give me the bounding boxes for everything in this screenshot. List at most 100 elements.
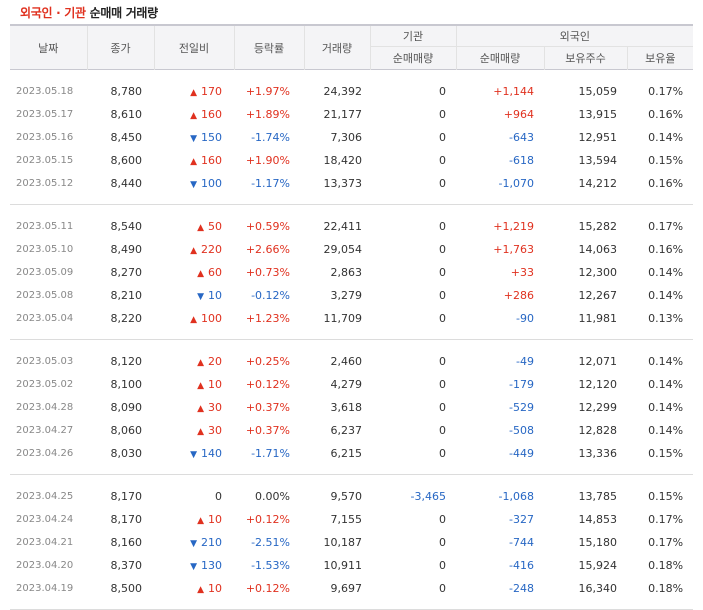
change-value: 150 bbox=[201, 131, 222, 144]
triangle-up-icon: ▲ bbox=[197, 427, 204, 437]
table-row: 2023.04.27 8,060 ▲ 30 +0.37% 6,237 0 -508 12,828… bbox=[10, 419, 693, 442]
cell-foreign-net: -744 bbox=[509, 536, 534, 549]
cell-foreign-holdings: 13,594 bbox=[578, 154, 618, 167]
cell-close: 8,440 bbox=[110, 177, 143, 190]
section-title-rest: 순매매 거래량 bbox=[85, 6, 159, 20]
cell-foreign-net: +33 bbox=[510, 266, 534, 279]
triangle-up-icon: ▲ bbox=[190, 315, 197, 325]
cell-date: 2023.05.04 bbox=[16, 313, 74, 324]
cell-rate: +1.89% bbox=[245, 108, 290, 121]
change-value: 130 bbox=[201, 559, 222, 572]
cell-foreign-net: -529 bbox=[509, 401, 534, 414]
cell-foreign-holdings: 15,180 bbox=[578, 536, 618, 549]
change-value: 100 bbox=[201, 177, 222, 190]
spacer-cell bbox=[10, 340, 693, 351]
cell-date: 2023.05.11 bbox=[16, 221, 74, 232]
cell-foreign-ratio: 0.14% bbox=[648, 378, 684, 391]
cell-foreign-holdings: 13,915 bbox=[578, 108, 618, 121]
cell-institution-net: 0 bbox=[439, 447, 446, 460]
cell-volume: 24,392 bbox=[323, 85, 363, 98]
cell-rate: +0.37% bbox=[245, 401, 290, 414]
cell-volume: 3,618 bbox=[330, 401, 363, 414]
cell-institution-net: 0 bbox=[439, 378, 446, 391]
cell-foreign-holdings: 14,063 bbox=[578, 243, 618, 256]
cell-foreign-ratio: 0.14% bbox=[648, 266, 684, 279]
cell-foreign-holdings: 12,951 bbox=[578, 131, 618, 144]
cell-foreign-ratio: 0.14% bbox=[648, 131, 684, 144]
cell-change: 0 bbox=[154, 485, 234, 508]
cell-close: 8,600 bbox=[110, 154, 143, 167]
cell-foreign-holdings: 13,336 bbox=[578, 447, 618, 460]
cell-foreign-ratio: 0.15% bbox=[648, 154, 684, 167]
change-value: 160 bbox=[201, 154, 222, 167]
cell-rate: +0.25% bbox=[245, 355, 290, 368]
spacer-cell bbox=[10, 205, 693, 216]
cell-close: 8,610 bbox=[110, 108, 143, 121]
cell-foreign-holdings: 12,120 bbox=[578, 378, 618, 391]
table-row: 2023.04.24 8,170 ▲ 10 +0.12% 7,155 0 -327 14,853… bbox=[10, 508, 693, 531]
triangle-down-icon: ▼ bbox=[190, 562, 197, 572]
cell-foreign-net: -248 bbox=[509, 582, 534, 595]
cell-foreign-ratio: 0.14% bbox=[648, 289, 684, 302]
cell-rate: +1.90% bbox=[245, 154, 290, 167]
header-volume: 거래량 bbox=[304, 25, 371, 70]
cell-foreign-net: -49 bbox=[516, 355, 534, 368]
cell-change: ▲ 10 bbox=[154, 373, 234, 396]
cell-foreign-holdings: 15,282 bbox=[578, 220, 618, 233]
cell-volume: 11,709 bbox=[323, 312, 363, 325]
cell-change: ▼ 100 bbox=[154, 172, 234, 195]
table-row: 2023.05.04 8,220 ▲ 100 +1.23% 11,709 0 -90 11,98… bbox=[10, 307, 693, 330]
cell-foreign-ratio: 0.17% bbox=[648, 220, 684, 233]
triangle-down-icon: ▼ bbox=[190, 134, 197, 144]
cell-foreign-net: -618 bbox=[509, 154, 534, 167]
group-spacer bbox=[10, 475, 693, 486]
table-row: 2023.05.16 8,450 ▼ 150 -1.74% 7,306 0 -643 12,95… bbox=[10, 126, 693, 149]
triangle-up-icon: ▲ bbox=[190, 246, 197, 256]
cell-institution-net: 0 bbox=[439, 582, 446, 595]
cell-rate: -1.17% bbox=[251, 177, 290, 190]
cell-institution-net: 0 bbox=[439, 108, 446, 121]
cell-foreign-net: +286 bbox=[503, 289, 534, 302]
cell-date: 2023.05.12 bbox=[16, 178, 74, 189]
cell-close: 8,120 bbox=[110, 355, 143, 368]
cell-foreign-net: +1,763 bbox=[493, 243, 534, 256]
cell-date: 2023.04.27 bbox=[16, 425, 74, 436]
change-value: 10 bbox=[208, 289, 222, 302]
cell-volume: 4,279 bbox=[330, 378, 363, 391]
cell-date: 2023.05.18 bbox=[16, 86, 74, 97]
cell-close: 8,100 bbox=[110, 378, 143, 391]
cell-rate: +0.37% bbox=[245, 424, 290, 437]
divider-cell bbox=[10, 330, 694, 340]
cell-foreign-ratio: 0.17% bbox=[648, 85, 684, 98]
cell-date: 2023.04.26 bbox=[16, 448, 74, 459]
cell-close: 8,030 bbox=[110, 447, 143, 460]
cell-change: ▲ 10 bbox=[154, 577, 234, 600]
change-value: 10 bbox=[208, 378, 222, 391]
cell-institution-net: 0 bbox=[439, 513, 446, 526]
cell-volume: 7,155 bbox=[330, 513, 363, 526]
cell-change: ▲ 160 bbox=[154, 103, 234, 126]
triangle-up-icon: ▲ bbox=[197, 358, 204, 368]
cell-foreign-net: +1,144 bbox=[493, 85, 534, 98]
cell-date: 2023.04.21 bbox=[16, 537, 74, 548]
change-value: 140 bbox=[201, 447, 222, 460]
table-row: 2023.05.08 8,210 ▼ 10 -0.12% 3,279 0 +286 12,267… bbox=[10, 284, 693, 307]
cell-rate: +1.97% bbox=[245, 85, 290, 98]
change-value: 10 bbox=[208, 582, 222, 595]
triangle-up-icon: ▲ bbox=[197, 516, 204, 526]
table-row: 2023.05.12 8,440 ▼ 100 -1.17% 13,373 0 -1,070 14… bbox=[10, 172, 693, 195]
divider-cell bbox=[10, 465, 694, 475]
header-change: 전일비 bbox=[154, 25, 235, 70]
cell-change: ▲ 170 bbox=[154, 80, 234, 103]
cell-foreign-ratio: 0.16% bbox=[648, 243, 684, 256]
change-value: 30 bbox=[208, 401, 222, 414]
cell-rate: -0.12% bbox=[251, 289, 290, 302]
cell-close: 8,170 bbox=[110, 490, 143, 503]
cell-foreign-holdings: 12,267 bbox=[578, 289, 618, 302]
cell-volume: 29,054 bbox=[323, 243, 363, 256]
cell-close: 8,370 bbox=[110, 559, 143, 572]
cell-close: 8,540 bbox=[110, 220, 143, 233]
cell-change: ▲ 20 bbox=[154, 350, 234, 373]
cell-date: 2023.05.10 bbox=[16, 244, 74, 255]
cell-change: ▲ 10 bbox=[154, 508, 234, 531]
